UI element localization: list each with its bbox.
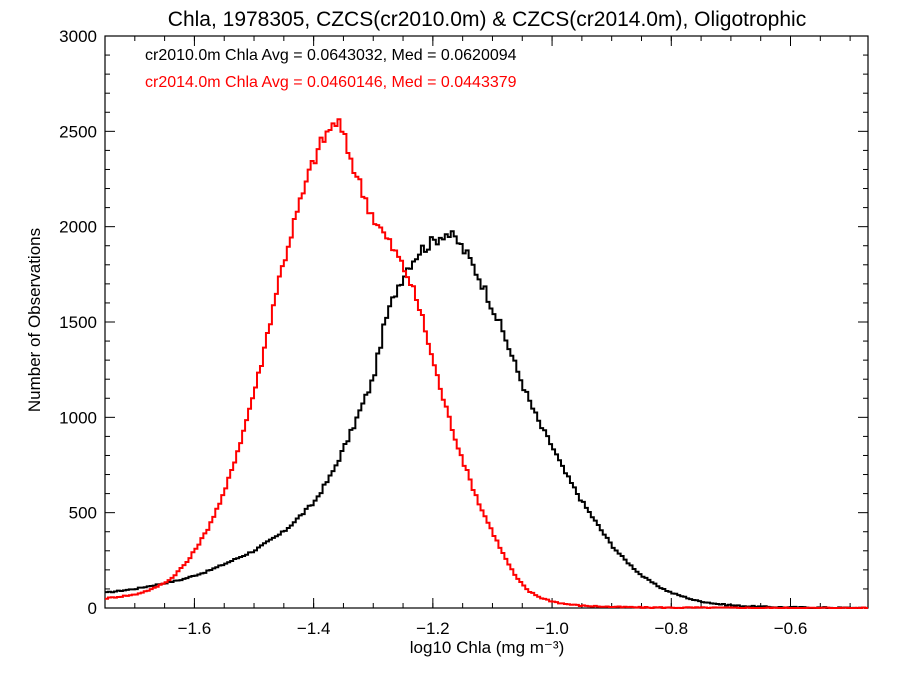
y-tick-label: 3000 <box>59 27 97 46</box>
x-tick-label: −1.2 <box>416 619 450 638</box>
legend-entry: cr2010.0m Chla Avg = 0.0643032, Med = 0.… <box>145 47 517 64</box>
x-tick-label: −1.4 <box>297 619 331 638</box>
y-axis-label: Number of Observations <box>25 228 44 412</box>
x-tick-label: −0.6 <box>774 619 808 638</box>
x-tick-label: −0.8 <box>655 619 689 638</box>
x-tick-label: −1.6 <box>178 619 212 638</box>
x-axis-label: log10 Chla (mg m⁻³) <box>410 638 564 657</box>
chart-title: Chla, 1978305, CZCS(cr2010.0m) & CZCS(cr… <box>168 8 806 31</box>
y-tick-label: 1000 <box>59 408 97 427</box>
data-series <box>105 118 868 609</box>
y-tick-label: 500 <box>69 504 97 523</box>
series-line-cr2010.0m <box>105 230 868 609</box>
legend-entry: cr2014.0m Chla Avg = 0.0460146, Med = 0.… <box>145 74 517 91</box>
y-tick-label: 0 <box>88 599 97 618</box>
axes: −1.6 −1.4 −1.2 −1.0 −0.8 −0.6 0 500 1000 1500 2000… <box>59 27 869 638</box>
y-tick-label: 1500 <box>59 313 97 332</box>
y-tick-label: 2500 <box>59 122 97 141</box>
y-tick-label: 2000 <box>59 218 97 237</box>
x-tick-label: −1.0 <box>535 619 569 638</box>
legend: cr2010.0m Chla Avg = 0.0643032, Med = 0.… <box>145 47 517 91</box>
series-line-cr2014.0m <box>105 118 868 609</box>
